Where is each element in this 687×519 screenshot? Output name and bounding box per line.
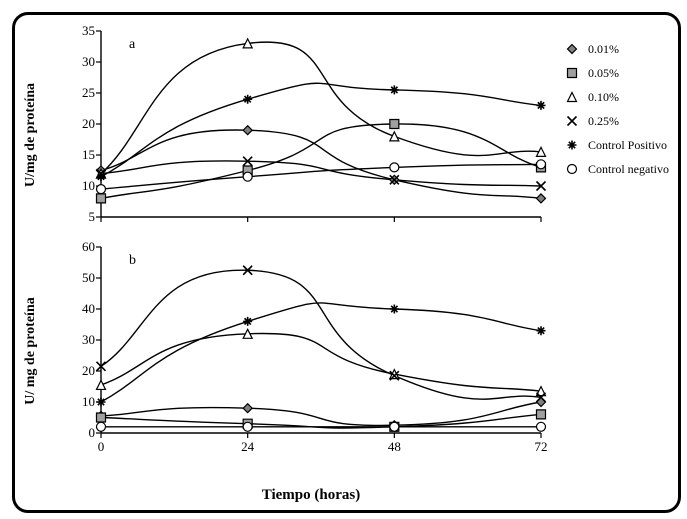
ytick-label: 25 — [73, 85, 95, 101]
legend-label: 0.25% — [588, 114, 619, 129]
triangle-icon — [560, 90, 584, 104]
ytick-label: 35 — [73, 23, 95, 39]
ytick-label: 20 — [73, 116, 95, 132]
ytick-label: 15 — [73, 147, 95, 163]
legend-label: 0.05% — [588, 66, 619, 81]
xtick-label: 72 — [529, 439, 553, 455]
ytick-label: 10 — [73, 394, 95, 410]
xtick-label: 0 — [89, 439, 113, 455]
legend-label: 0.01% — [588, 42, 619, 57]
panel-a — [71, 25, 551, 231]
panel-b-svg — [71, 241, 551, 447]
chart-frame: a U/mg de proteína b U/ mg de proteína T… — [12, 12, 681, 513]
x-icon — [560, 114, 584, 128]
legend-item-cneg: Control negativo — [560, 157, 672, 181]
square-icon — [560, 66, 584, 80]
legend-item-s005: 0.05% — [560, 61, 672, 85]
legend-label: Control Positivo — [588, 138, 667, 153]
panel-a-tag: a — [129, 37, 135, 53]
ytick-label: 5 — [73, 209, 95, 225]
star-icon — [560, 138, 584, 152]
legend: 0.01% 0.05% 0.10% 0.25% Control Positivo Cont… — [560, 37, 672, 181]
ytick-label: 20 — [73, 363, 95, 379]
legend-item-s010: 0.10% — [560, 85, 672, 109]
circle-icon — [560, 162, 584, 176]
x-axis-label: Tiempo (horas) — [71, 487, 551, 504]
ytick-label: 10 — [73, 178, 95, 194]
ytick-label: 50 — [73, 270, 95, 286]
panel-a-ylabel: U/mg de proteína — [23, 75, 39, 195]
legend-label: 0.10% — [588, 90, 619, 105]
xtick-label: 48 — [382, 439, 406, 455]
legend-label: Control negativo — [588, 162, 669, 177]
xtick-label: 24 — [236, 439, 260, 455]
panel-b-ylabel: U/ mg de proteína — [23, 291, 39, 411]
panel-a-svg — [71, 25, 551, 231]
legend-item-s025: 0.25% — [560, 109, 672, 133]
panel-b-tag: b — [129, 253, 136, 269]
legend-item-cpos: Control Positivo — [560, 133, 672, 157]
ytick-label: 30 — [73, 54, 95, 70]
diamond-icon — [560, 42, 584, 56]
legend-item-s001: 0.01% — [560, 37, 672, 61]
ytick-label: 30 — [73, 332, 95, 348]
ytick-label: 40 — [73, 301, 95, 317]
panel-b — [71, 241, 551, 447]
ytick-label: 60 — [73, 239, 95, 255]
